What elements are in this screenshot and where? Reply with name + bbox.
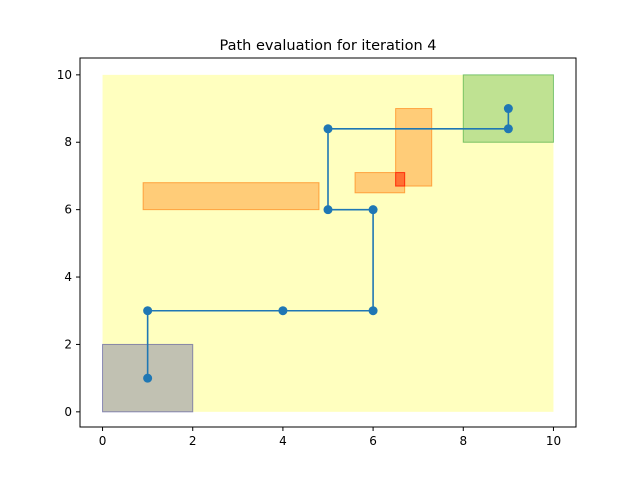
path-point-0 [143,373,153,383]
x-tick-label: 0 [99,434,107,448]
series-layer [143,104,513,383]
y-tick-label: 8 [64,135,72,149]
x-tick-label: 2 [189,434,197,448]
obstacle-region-5 [395,108,433,187]
y-tick-label: 4 [64,270,72,284]
y-tick-label: 2 [64,337,72,351]
obstacle-region-3 [142,182,320,211]
path-point-1 [143,306,153,316]
path-point-6 [323,124,333,134]
y-tick-label: 10 [57,68,72,82]
y-tick-label: 6 [64,203,72,217]
x-tick-label: 6 [369,434,377,448]
y-tick-label: 0 [64,405,72,419]
y-axis: 0 2 4 6 8 10 [57,68,80,419]
x-tick-label: 4 [279,434,287,448]
path-point-2 [278,306,288,316]
chart-title: Path evaluation for iteration 4 [220,38,437,54]
path-point-8 [503,104,513,114]
axes-frame [79,57,577,428]
x-tick-label: 10 [546,434,561,448]
path-point-5 [323,205,333,215]
path-point-4 [368,205,378,215]
collision-region-6 [395,172,406,187]
x-tick-label: 8 [459,434,467,448]
path-point-3 [368,306,378,316]
x-axis: 0 2 4 6 8 10 [99,427,561,448]
path-point-7 [503,124,513,134]
